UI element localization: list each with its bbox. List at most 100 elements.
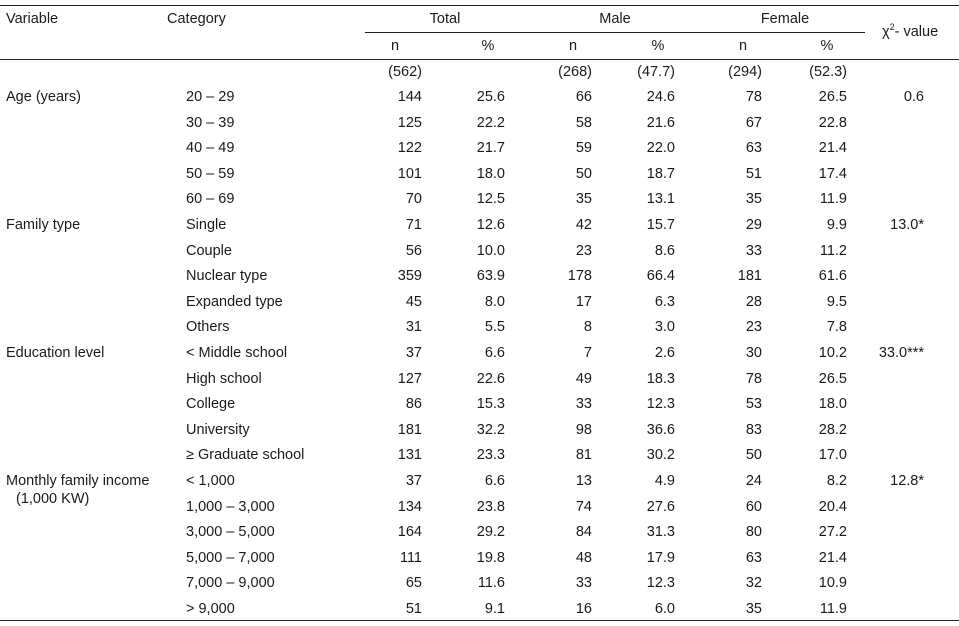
cell-female-n: 33 (745, 243, 762, 259)
cell-total-n: 111 (399, 550, 422, 566)
cell-female-n: 53 (745, 396, 762, 412)
cell-total-n: 181 (397, 422, 422, 438)
cell-male-pct: 4.9 (654, 473, 675, 489)
header-total-pct: % (481, 38, 495, 54)
cell-total-pct: 23.8 (476, 499, 505, 515)
cell-male-pct: 8.6 (654, 243, 675, 259)
cell-female-n: 60 (745, 499, 762, 515)
cell-female-pct: 17.4 (818, 166, 847, 182)
cell-total-n: 131 (397, 447, 422, 463)
cell-total-n: 37 (405, 345, 422, 361)
cell-female-n: 78 (745, 89, 762, 105)
cell-female-pct: 8.2 (826, 473, 847, 489)
header-total-n: n (390, 38, 400, 54)
cell-total-n: 144 (397, 89, 422, 105)
category-label: < Middle school (186, 345, 288, 361)
cell-total-pct: 29.2 (476, 524, 505, 540)
category-label: 40 – 49 (186, 140, 235, 156)
cell-total-n: 37 (405, 473, 422, 489)
header-male: Male (599, 11, 631, 27)
cell-female-pct: 28.2 (818, 422, 847, 438)
chi-square-value: 0.6 (903, 89, 924, 105)
cell-total-pct: 32.2 (476, 422, 505, 438)
cell-total-n: 86 (405, 396, 422, 412)
cell-female-pct: 61.6 (818, 268, 847, 284)
category-label: 60 – 69 (186, 191, 235, 207)
cell-total-pct: 22.6 (476, 371, 505, 387)
category-label: Nuclear type (186, 268, 268, 284)
header-category: Category (167, 11, 226, 27)
cell-male-n: 7 (583, 345, 592, 361)
chi-square-value: 12.8* (890, 473, 924, 489)
cell-male-pct: 21.6 (646, 115, 675, 131)
header-female-n: n (738, 38, 748, 54)
cell-female-n: 50 (745, 447, 762, 463)
category-label: University (186, 422, 250, 438)
header-male-pct: % (651, 38, 665, 54)
cell-total-pct: 15.3 (476, 396, 505, 412)
cell-female-pct: 11.9 (819, 191, 847, 207)
cell-total-pct: 63.9 (476, 268, 505, 284)
cell-male-n: 59 (575, 140, 592, 156)
cell-female-pct: 26.5 (818, 371, 847, 387)
cell-female-n: 63 (745, 550, 762, 566)
group-underline (365, 32, 865, 33)
cell-male-n: 23 (575, 243, 592, 259)
cell-total-n: 56 (405, 243, 422, 259)
totals-male-n: (268) (558, 64, 592, 80)
cell-male-n: 58 (575, 115, 592, 131)
cell-male-n: 49 (575, 371, 592, 387)
cell-male-pct: 22.0 (646, 140, 675, 156)
cell-male-pct: 15.7 (646, 217, 675, 233)
category-label: Expanded type (186, 294, 283, 310)
category-label: 1,000 – 3,000 (186, 499, 275, 515)
variable-label: Monthly family income (6, 473, 150, 489)
cell-total-pct: 25.6 (476, 89, 505, 105)
cell-male-pct: 2.6 (654, 345, 675, 361)
cell-female-n: 32 (745, 575, 762, 591)
cell-female-n: 63 (745, 140, 762, 156)
cell-male-n: 33 (575, 575, 592, 591)
cell-female-n: 23 (745, 319, 762, 335)
cell-total-pct: 22.2 (476, 115, 505, 131)
cell-total-n: 101 (397, 166, 422, 182)
category-label: Couple (186, 243, 232, 259)
cell-total-n: 51 (405, 601, 422, 617)
cell-female-pct: 27.2 (818, 524, 847, 540)
variable-label: Family type (6, 217, 81, 233)
cell-total-pct: 12.5 (476, 191, 505, 207)
cell-total-pct: 23.3 (476, 447, 505, 463)
cell-female-n: 67 (745, 115, 762, 131)
cell-female-pct: 11.2 (819, 243, 847, 259)
chi-square-value: 13.0* (890, 217, 924, 233)
cell-female-pct: 9.5 (826, 294, 847, 310)
cell-total-n: 45 (405, 294, 422, 310)
cell-male-pct: 3.0 (654, 319, 675, 335)
cell-female-pct: 20.4 (818, 499, 847, 515)
header-chi-square: χ2- value (882, 22, 939, 40)
cell-male-n: 66 (575, 89, 592, 105)
variable-label: (1,000 KW) (16, 491, 90, 507)
cell-male-pct: 6.3 (654, 294, 675, 310)
cell-total-pct: 11.6 (477, 575, 505, 591)
category-label: High school (186, 371, 262, 387)
category-label: > 9,000 (186, 601, 235, 617)
cell-male-n: 178 (567, 268, 592, 284)
cell-male-pct: 31.3 (646, 524, 675, 540)
cell-total-pct: 21.7 (476, 140, 505, 156)
header-female: Female (760, 11, 810, 27)
category-label: 5,000 – 7,000 (186, 550, 275, 566)
header-total: Total (429, 11, 461, 27)
cell-total-n: 134 (397, 499, 422, 515)
cell-female-pct: 22.8 (818, 115, 847, 131)
cell-female-pct: 9.9 (826, 217, 847, 233)
cell-total-pct: 19.8 (476, 550, 505, 566)
top-rule (0, 5, 959, 6)
cell-male-n: 16 (575, 601, 592, 617)
header-male-n: n (568, 38, 578, 54)
cell-total-n: 65 (405, 575, 422, 591)
cell-male-pct: 66.4 (646, 268, 675, 284)
cell-male-n: 48 (575, 550, 592, 566)
category-label: 30 – 39 (186, 115, 235, 131)
category-label: College (186, 396, 236, 412)
